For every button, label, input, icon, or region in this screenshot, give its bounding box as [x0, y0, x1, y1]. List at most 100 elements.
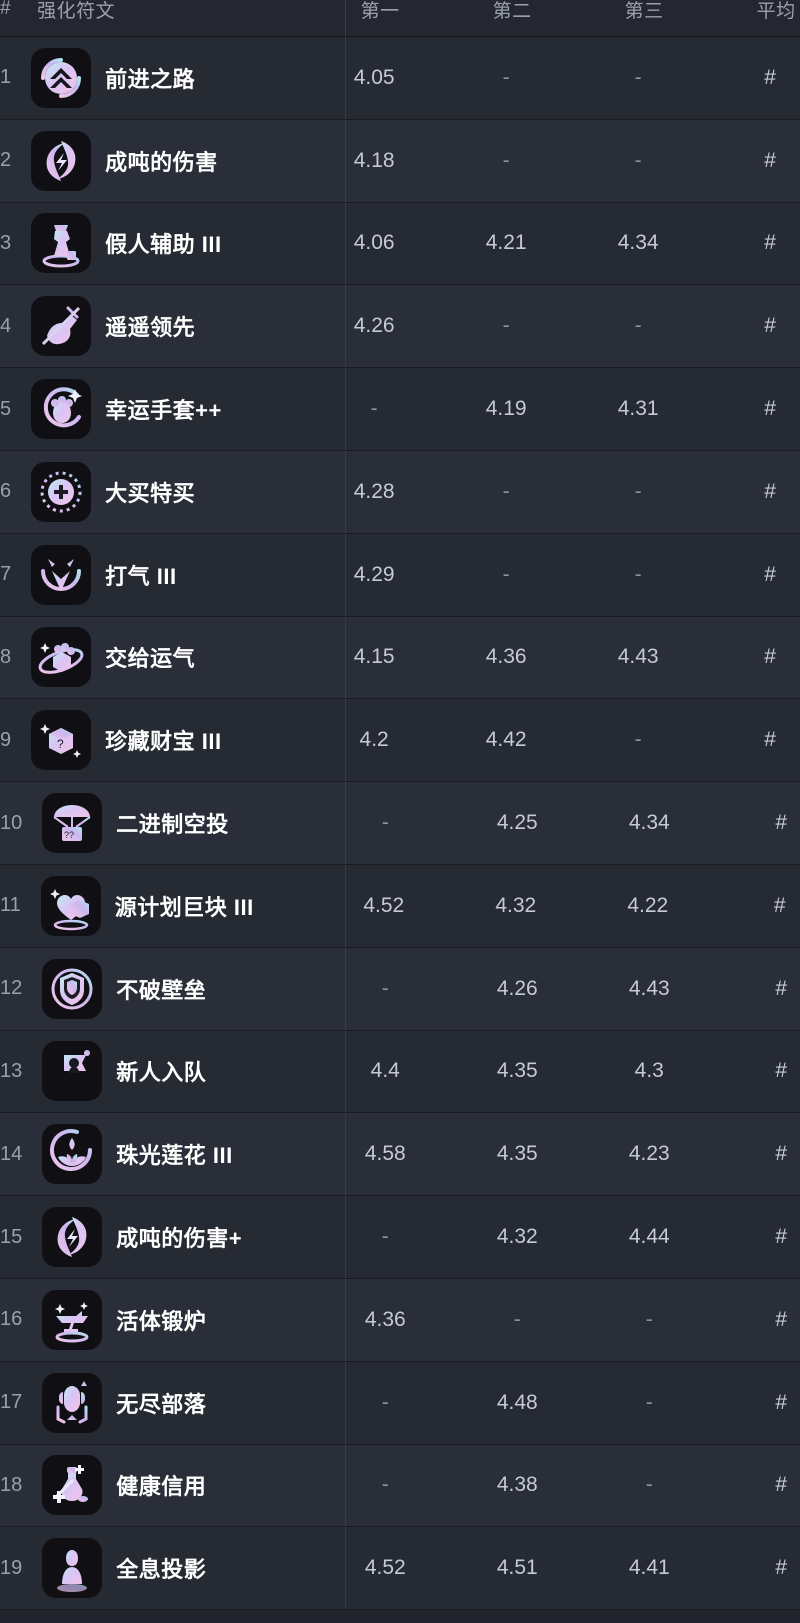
rune-name: 大买特买: [105, 480, 196, 506]
rune-cell[interactable]: 交给运气: [31, 627, 308, 688]
column-header-second[interactable]: 第二: [492, 0, 532, 22]
table-row[interactable]: 8 交给运气 4.15 4.36 4.43 #: [0, 616, 800, 700]
row-index: 1: [0, 66, 12, 89]
row-index: 16: [0, 1308, 23, 1331]
table-row[interactable]: 3 假人辅助 III 4.06 4.21 4.34 #: [0, 202, 800, 286]
rune-cell[interactable]: 假人辅助 III: [31, 213, 308, 274]
rune-cell[interactable]: 大买特买: [31, 461, 308, 522]
rune-cell[interactable]: ?? 二进制空投: [42, 793, 319, 854]
rune-cell[interactable]: ? 珍藏财宝 III: [31, 710, 308, 771]
column-header-name[interactable]: 强化符文: [37, 0, 116, 22]
rune-name: 打气 III: [105, 563, 177, 589]
value-cell-3: 4.34: [617, 231, 659, 255]
row-vertical-divider: [345, 782, 346, 864]
table-row[interactable]: 5 幸运手套++ - 4.19 4.31 #: [0, 368, 800, 451]
value-cell-average: #: [775, 1473, 788, 1497]
rune-name: 幸运手套++: [105, 398, 222, 424]
shield-bulwark-icon: [42, 958, 103, 1019]
value-cell-3: 4.43: [617, 645, 659, 669]
table-row[interactable]: 10 ?? 二进制空投 - 4.25 4.34 #: [0, 782, 800, 865]
value-cell-2: -: [502, 65, 510, 89]
rune-cell[interactable]: 珠光莲花 III: [42, 1124, 319, 1185]
swirl-damage-icon: [42, 1207, 103, 1268]
row-index: 10: [0, 811, 23, 834]
table-row[interactable]: 18 健康信用 - 4.38 - #: [0, 1444, 800, 1528]
rune-name: 源计划巨块 III: [114, 894, 254, 920]
row-vertical-divider: [345, 285, 346, 368]
table-row[interactable]: 4 遥遥领先 4.26 - - #: [0, 285, 800, 369]
value-cell-3: 4.3: [634, 1059, 664, 1083]
rune-name: 交给运气: [105, 646, 196, 672]
table-row[interactable]: 9 ? 珍藏财宝 III 4.2 4.42 - #: [0, 699, 800, 783]
rune-cell[interactable]: 不破壁垒: [42, 958, 319, 1019]
mystery-box-icon: ?: [31, 710, 92, 771]
column-header-first[interactable]: 第一: [360, 0, 400, 22]
rune-cell[interactable]: 新人入队: [42, 1041, 319, 1102]
rune-cell[interactable]: 成吨的伤害: [31, 130, 308, 191]
table-row[interactable]: 14 珠光莲花 III 4.58 4.35 4.23 #: [0, 1113, 800, 1197]
rune-cell[interactable]: 打气 III: [31, 544, 308, 605]
svg-text:??: ??: [64, 830, 74, 840]
heart-cube-icon: [40, 875, 101, 936]
value-cell-average: #: [764, 397, 776, 421]
header-vertical-divider: [345, 0, 346, 36]
table-row[interactable]: 7 打气 III 4.29 - - #: [0, 533, 800, 617]
row-vertical-divider: [345, 699, 346, 782]
value-cell-average: #: [773, 893, 786, 917]
value-cell-3: 4.34: [628, 811, 670, 835]
row-index: 18: [0, 1473, 23, 1496]
value-cell-average: #: [764, 65, 776, 89]
value-cell-3: -: [645, 1307, 653, 1331]
row-index: 3: [0, 231, 12, 254]
table-row[interactable]: 12 不破壁垒 - 4.26 4.43 #: [0, 947, 800, 1031]
value-cell-average: #: [764, 562, 776, 586]
value-cell-2: 4.38: [496, 1473, 538, 1497]
value-cell-3: -: [634, 728, 642, 752]
value-cell-1: 4.29: [353, 562, 395, 586]
table-row[interactable]: 6 大买特买 4.28 - - #: [0, 450, 800, 534]
table-row[interactable]: 11 源计划巨块 III 4.52 4.32 4.22 #: [0, 864, 800, 948]
column-header-average[interactable]: 平均: [756, 0, 796, 22]
table-row[interactable]: 1 前进之路 4.05 - - #: [0, 37, 800, 120]
rune-name: 假人辅助 III: [105, 232, 222, 258]
value-cell-average: #: [764, 231, 776, 255]
rune-cell[interactable]: 健康信用: [42, 1455, 319, 1516]
rune-cell[interactable]: 幸运手套++: [31, 379, 308, 440]
value-cell-average: #: [775, 1307, 788, 1331]
row-vertical-divider: [345, 1030, 346, 1113]
table-row[interactable]: 19 全息投影 4.52 4.51 4.41 #: [0, 1527, 800, 1611]
table-row[interactable]: 16 活体锻炉 4.36 - - #: [0, 1278, 800, 1362]
rune-cell[interactable]: 源计划巨块 III: [40, 875, 318, 936]
rune-cell[interactable]: 全息投影: [42, 1538, 319, 1599]
row-vertical-divider: [345, 37, 346, 119]
anvil-forge-icon: [42, 1289, 103, 1350]
rune-cell[interactable]: 成吨的伤害+: [42, 1207, 319, 1268]
table-row[interactable]: 13 新人入队 4.4 4.35 4.3 #: [0, 1030, 800, 1114]
rune-cell[interactable]: 无尽部落: [42, 1372, 319, 1433]
value-cell-1: 4.52: [363, 893, 405, 917]
value-cell-average: #: [775, 976, 788, 1000]
column-header-third[interactable]: 第三: [624, 0, 664, 22]
rune-cell[interactable]: 活体锻炉: [42, 1289, 319, 1350]
table-row[interactable]: 2 成吨的伤害 4.18 - - #: [0, 119, 800, 203]
value-cell-3: 4.41: [628, 1556, 670, 1580]
value-cell-average: #: [775, 811, 788, 835]
coin-plus-icon: [31, 461, 92, 522]
value-cell-average: #: [775, 1142, 788, 1166]
svg-text:?: ?: [57, 737, 64, 751]
value-cell-2: 4.35: [496, 1142, 538, 1166]
value-cell-1: 4.26: [353, 314, 395, 338]
row-index: 8: [0, 645, 12, 668]
rune-cell[interactable]: 前进之路: [31, 47, 308, 108]
row-index: 5: [0, 397, 12, 420]
row-index: 19: [0, 1556, 23, 1579]
value-cell-average: #: [764, 148, 776, 172]
rune-cell[interactable]: 遥遥领先: [31, 296, 308, 357]
row-index: 7: [0, 563, 12, 586]
table-row[interactable]: 15 成吨的伤害+ - 4.32 4.44 #: [0, 1196, 800, 1279]
column-header-index[interactable]: #: [0, 0, 12, 19]
table-row[interactable]: 17 无尽部落 - 4.48 - #: [0, 1361, 800, 1445]
rune-name: 成吨的伤害+: [116, 1226, 243, 1252]
value-cell-3: -: [634, 65, 642, 89]
